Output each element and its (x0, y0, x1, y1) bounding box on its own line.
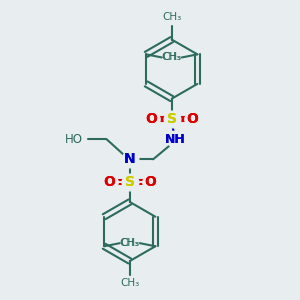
Text: O: O (186, 112, 198, 126)
Text: O: O (103, 175, 116, 189)
Text: O: O (144, 175, 156, 189)
Text: O: O (103, 175, 116, 189)
Text: NH: NH (164, 133, 185, 146)
Text: O: O (186, 112, 198, 126)
Text: N: N (124, 152, 136, 166)
Text: N: N (124, 152, 136, 166)
Text: S: S (167, 112, 177, 126)
Text: CH₃: CH₃ (162, 13, 182, 22)
Text: HO: HO (65, 133, 83, 146)
Text: CH₃: CH₃ (162, 52, 181, 62)
Text: CH₃: CH₃ (120, 278, 140, 288)
Text: CH₃: CH₃ (163, 52, 182, 62)
Text: O: O (146, 112, 158, 126)
Text: CH₃: CH₃ (120, 238, 139, 248)
Text: S: S (125, 175, 135, 189)
Text: NH: NH (164, 133, 185, 146)
Text: S: S (167, 112, 177, 126)
Text: CH₃: CH₃ (121, 238, 140, 248)
Text: O: O (146, 112, 158, 126)
Text: S: S (125, 175, 135, 189)
Text: O: O (144, 175, 156, 189)
